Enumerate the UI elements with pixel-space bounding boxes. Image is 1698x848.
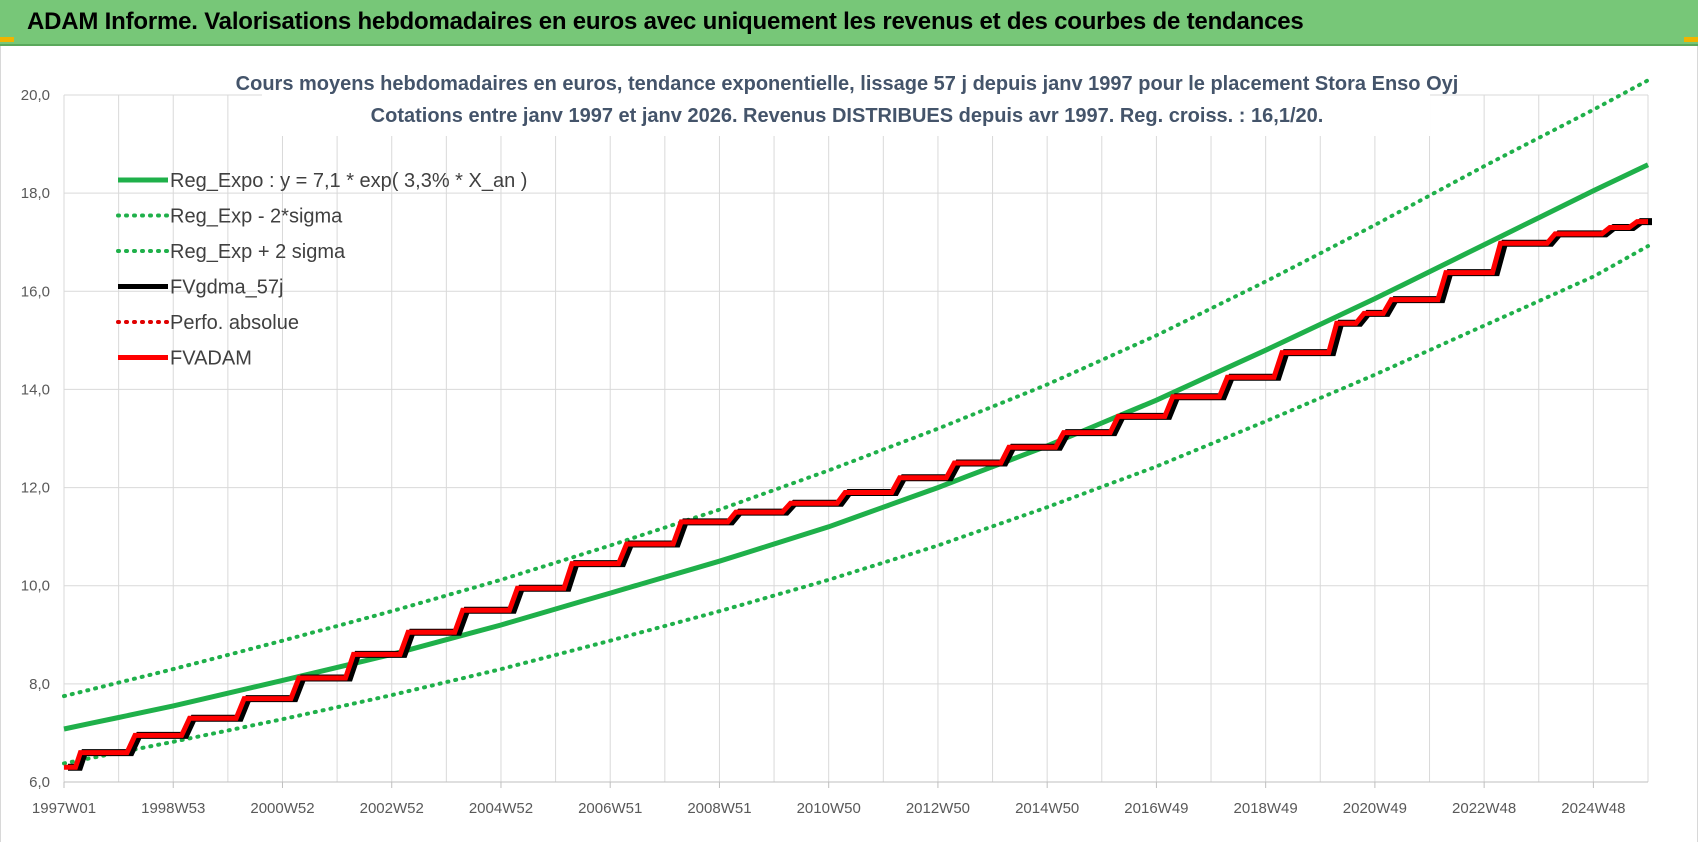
legend-label: Reg_Expo : y = 7,1 * exp( 3,3% * X_an )	[170, 170, 527, 192]
axis-layer: 6,0 8,0 10,0 12,0 14,0 16,0 18,0 20,0 1997W01 199…	[21, 87, 1648, 817]
x-tick-label: 2020W49	[1343, 800, 1407, 817]
x-tick-label: 2004W52	[469, 800, 533, 817]
y-tick-label: 6,0	[29, 774, 50, 791]
x-tick-label: 2006W51	[578, 800, 642, 817]
x-tick-label: 2014W50	[1015, 800, 1079, 817]
x-tick-label: 2010W50	[797, 800, 861, 817]
bottom-strip	[0, 842, 1698, 848]
y-tick-label: 14,0	[21, 381, 50, 398]
x-tick-label: 1997W01	[32, 800, 96, 817]
x-tick-label: 2000W52	[250, 800, 314, 817]
y-tick-label: 20,0	[21, 87, 50, 104]
chart-title: Cours moyens hebdomadaires en euros, ten…	[236, 73, 1459, 95]
x-tick-label: 2012W50	[906, 800, 970, 817]
series-reg-exp-plus-2sigma	[62, 78, 1650, 699]
legend-label: FVgdma_57j	[170, 277, 283, 299]
y-tick-label: 16,0	[21, 283, 50, 300]
header-bar: ADAM Informe. Valorisations hebdomadaire…	[0, 0, 1698, 46]
legend-label: Perfo. absolue	[170, 312, 299, 334]
x-tick-label: 2002W52	[360, 800, 424, 817]
x-tick-label: 1998W53	[141, 800, 205, 817]
y-tick-label: 12,0	[21, 480, 50, 497]
corner-mark-right	[1684, 37, 1698, 42]
chart-title-background	[262, 64, 1430, 136]
legend-label: Reg_Exp - 2*sigma	[170, 206, 343, 228]
series-layer	[62, 78, 1652, 771]
x-tick-label: 2024W48	[1561, 800, 1625, 817]
x-tick-label: 2022W48	[1452, 800, 1516, 817]
y-tick-label: 10,0	[21, 578, 50, 595]
legend: Reg_Expo : y = 7,1 * exp( 3,3% * X_an ) R…	[116, 170, 527, 370]
legend-label: Reg_Exp + 2 sigma	[170, 241, 346, 263]
page-title: ADAM Informe. Valorisations hebdomadaire…	[27, 8, 1304, 35]
y-tick-label: 8,0	[29, 676, 50, 693]
legend-label: FVADAM	[170, 348, 252, 370]
x-tick-label: 2018W49	[1234, 800, 1298, 817]
x-tick-label: 2016W49	[1124, 800, 1188, 817]
corner-mark-left	[0, 37, 14, 42]
series-reg-exp-minus-2sigma	[62, 244, 1650, 766]
x-tick-label: 2008W51	[687, 800, 751, 817]
y-tick-label: 18,0	[21, 185, 50, 202]
series-fvadam	[64, 219, 1648, 770]
series-reg-expo	[63, 162, 1650, 732]
chart-subtitle: Cotations entre janv 1997 et janv 2026. …	[371, 105, 1324, 127]
